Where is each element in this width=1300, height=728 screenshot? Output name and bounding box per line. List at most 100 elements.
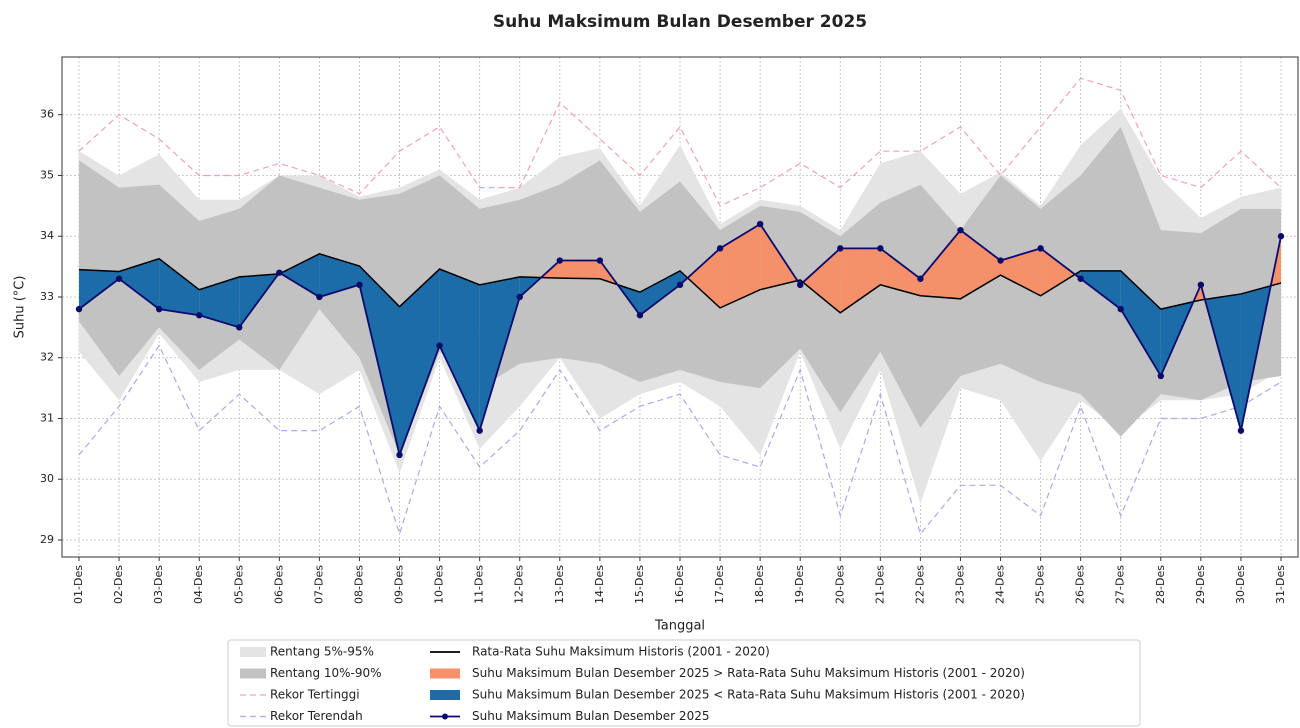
legend-swatch [442, 713, 448, 720]
actual-point [1117, 305, 1124, 313]
legend-label: Rata-Rata Suhu Maksimum Historis (2001 -… [472, 645, 770, 659]
fill-above [880, 248, 921, 296]
y-tick-label: 32 [40, 351, 54, 364]
x-tick-label: 27-Des [1114, 565, 1127, 604]
fill-below [639, 270, 680, 316]
actual-point [997, 257, 1004, 264]
y-tick-label: 36 [40, 108, 54, 121]
actual-point [1037, 245, 1044, 252]
actual-point [957, 226, 964, 234]
actual-point [155, 305, 163, 313]
x-tick-label: 09-Des [393, 565, 406, 604]
x-tick-label: 21-Des [873, 565, 886, 604]
x-tick-label: 05-Des [232, 565, 245, 604]
chart-title: Suhu Maksimum Bulan Desember 2025 [493, 12, 867, 32]
x-tick-label: 11-Des [473, 565, 486, 604]
legend-label: Suhu Maksimum Bulan Desember 2025 [472, 709, 709, 723]
fill-above [760, 224, 798, 290]
fill-below [680, 270, 688, 285]
x-tick-label: 26-Des [1074, 565, 1087, 604]
legend-label: Suhu Maksimum Bulan Desember 2025 < Rata… [472, 688, 1025, 702]
actual-point [1237, 427, 1245, 434]
fill-below [319, 253, 360, 297]
legend-swatch [430, 668, 460, 679]
x-tick-label: 06-Des [272, 565, 285, 604]
fill-above [720, 224, 761, 308]
actual-point [1197, 281, 1205, 289]
x-tick-label: 24-Des [994, 565, 1007, 604]
x-tick-label: 02-Des [112, 565, 125, 604]
fill-above [960, 230, 1001, 299]
actual-point [115, 275, 123, 282]
actual-point [797, 281, 804, 289]
actual-point [396, 451, 403, 459]
legend-label: Rentang 5%-95% [270, 645, 374, 659]
x-tick-label: 31-Des [1274, 565, 1287, 604]
record-line [78, 77, 1282, 207]
actual-point [556, 257, 563, 264]
fill-below [479, 276, 520, 431]
x-tick-label: 14-Des [593, 565, 606, 604]
actual-point [1077, 275, 1084, 282]
actual-point [276, 269, 283, 276]
x-tick-label: 22-Des [913, 565, 926, 604]
fill-below [119, 258, 160, 310]
y-tick-label: 33 [40, 290, 54, 303]
x-tick-label: 28-Des [1154, 565, 1167, 604]
y-tick-label: 34 [40, 229, 54, 242]
fill-below [359, 265, 400, 455]
fill-above [1040, 248, 1075, 296]
fill-above [840, 248, 881, 313]
x-tick-label: 08-Des [352, 565, 365, 604]
actual-point [196, 312, 203, 319]
x-tick-label: 19-Des [793, 565, 806, 604]
actual-point [756, 220, 764, 228]
y-axis-label: Suhu (°C) [13, 276, 28, 339]
actual-point [837, 245, 844, 252]
actual-point [316, 293, 323, 301]
x-tick-label: 30-Des [1234, 565, 1247, 604]
y-tick-label: 31 [40, 411, 54, 424]
record-line [78, 344, 1282, 536]
legend-label: Rekor Terendah [270, 709, 363, 723]
fill-below [199, 276, 240, 328]
fill-below [79, 269, 120, 310]
y-tick-label: 35 [40, 168, 54, 181]
actual-point [476, 427, 483, 434]
actual-point [877, 245, 884, 252]
legend-label: Rentang 10%-90% [270, 666, 382, 680]
fill-above [1000, 248, 1041, 296]
x-tick-label: 10-Des [433, 565, 446, 604]
actual-point [676, 281, 684, 289]
fill-above [803, 248, 841, 313]
actual-point [596, 257, 604, 264]
actual-point [716, 245, 724, 252]
x-tick-label: 16-Des [673, 565, 686, 604]
legend-swatch [430, 690, 460, 700]
fill-below [1120, 270, 1161, 376]
x-tick-label: 18-Des [753, 565, 766, 604]
x-tick-label: 29-Des [1194, 565, 1207, 604]
actual-point [1277, 233, 1285, 240]
fill-below [159, 258, 200, 316]
x-tick-label: 20-Des [833, 565, 846, 604]
x-tick-label: 15-Des [633, 565, 646, 604]
fill-above [920, 230, 961, 299]
fill-below [1080, 270, 1121, 310]
actual-point [917, 275, 924, 282]
fill-above [687, 248, 721, 308]
fill-above [559, 260, 600, 279]
x-tick-label: 03-Des [152, 565, 165, 604]
actual-point [236, 324, 243, 331]
actual-point [1157, 372, 1165, 380]
x-tick-label: 01-Des [72, 565, 85, 604]
x-tick-label: 17-Des [713, 565, 726, 604]
x-tick-label: 25-Des [1034, 565, 1047, 604]
actual-point [436, 342, 443, 349]
y-tick-label: 29 [40, 533, 54, 546]
actual-point [356, 281, 363, 289]
fill-below [280, 253, 320, 297]
actual-point [75, 305, 83, 313]
actual-point [516, 293, 523, 301]
